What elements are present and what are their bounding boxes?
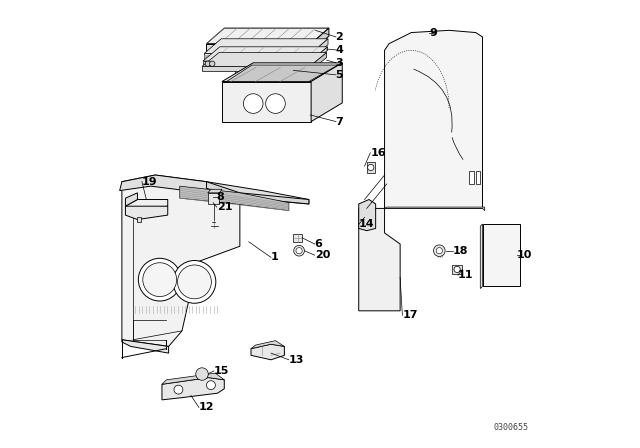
Polygon shape [480, 224, 483, 289]
Polygon shape [310, 47, 328, 65]
Circle shape [436, 248, 442, 254]
Text: 3: 3 [335, 58, 343, 68]
Text: 20: 20 [315, 250, 330, 260]
Circle shape [205, 61, 211, 66]
Text: 0300655: 0300655 [493, 423, 529, 432]
Circle shape [266, 94, 285, 113]
Circle shape [294, 246, 305, 256]
Polygon shape [122, 175, 240, 346]
Polygon shape [222, 82, 311, 121]
Polygon shape [207, 44, 311, 51]
Polygon shape [359, 208, 400, 311]
Polygon shape [311, 28, 329, 51]
Circle shape [143, 263, 177, 297]
Polygon shape [469, 171, 474, 184]
Text: 19: 19 [142, 177, 157, 187]
Circle shape [454, 266, 460, 272]
Polygon shape [251, 340, 284, 349]
Polygon shape [311, 63, 342, 121]
Polygon shape [367, 162, 375, 173]
Text: 1: 1 [271, 252, 279, 263]
Polygon shape [203, 47, 328, 61]
Polygon shape [125, 199, 168, 211]
Polygon shape [359, 199, 376, 231]
Polygon shape [203, 61, 310, 65]
Polygon shape [204, 53, 311, 59]
Polygon shape [483, 224, 520, 286]
Polygon shape [251, 344, 284, 360]
Polygon shape [208, 193, 220, 204]
Text: 13: 13 [289, 355, 304, 365]
Polygon shape [476, 171, 480, 184]
Polygon shape [452, 265, 463, 274]
Text: 21: 21 [217, 202, 232, 212]
Polygon shape [122, 340, 168, 353]
Text: 16: 16 [371, 148, 386, 158]
Polygon shape [120, 175, 309, 204]
Polygon shape [222, 63, 342, 82]
Circle shape [433, 245, 445, 257]
Circle shape [209, 61, 215, 66]
Text: 4: 4 [335, 45, 344, 55]
Text: 15: 15 [214, 366, 229, 376]
Polygon shape [204, 39, 328, 53]
Polygon shape [202, 52, 326, 66]
Polygon shape [125, 206, 168, 220]
Polygon shape [385, 207, 484, 211]
Text: 6: 6 [315, 239, 323, 249]
Text: 10: 10 [516, 250, 532, 260]
Circle shape [367, 164, 374, 171]
Polygon shape [125, 193, 138, 206]
Circle shape [243, 94, 263, 113]
Polygon shape [293, 234, 302, 242]
Circle shape [296, 248, 302, 254]
Polygon shape [385, 30, 483, 208]
Text: 18: 18 [452, 246, 468, 256]
Polygon shape [207, 182, 309, 204]
Circle shape [173, 260, 216, 303]
Circle shape [196, 368, 208, 380]
Text: 8: 8 [217, 192, 225, 202]
Polygon shape [180, 186, 289, 211]
Circle shape [177, 265, 211, 299]
Circle shape [207, 381, 216, 390]
Polygon shape [207, 28, 329, 44]
Polygon shape [227, 65, 338, 82]
Text: 9: 9 [429, 28, 437, 38]
Polygon shape [162, 373, 224, 384]
Text: 11: 11 [458, 270, 474, 280]
Polygon shape [162, 378, 224, 400]
Circle shape [138, 258, 181, 301]
Text: 14: 14 [359, 219, 375, 229]
Polygon shape [208, 189, 222, 193]
Text: 12: 12 [199, 402, 214, 413]
Text: 5: 5 [335, 70, 343, 80]
Polygon shape [136, 217, 141, 222]
Polygon shape [310, 52, 326, 71]
Text: 2: 2 [335, 32, 343, 42]
Circle shape [174, 385, 183, 394]
Polygon shape [202, 66, 310, 71]
Text: 7: 7 [335, 116, 343, 127]
Polygon shape [311, 39, 328, 59]
Text: 17: 17 [403, 310, 418, 320]
